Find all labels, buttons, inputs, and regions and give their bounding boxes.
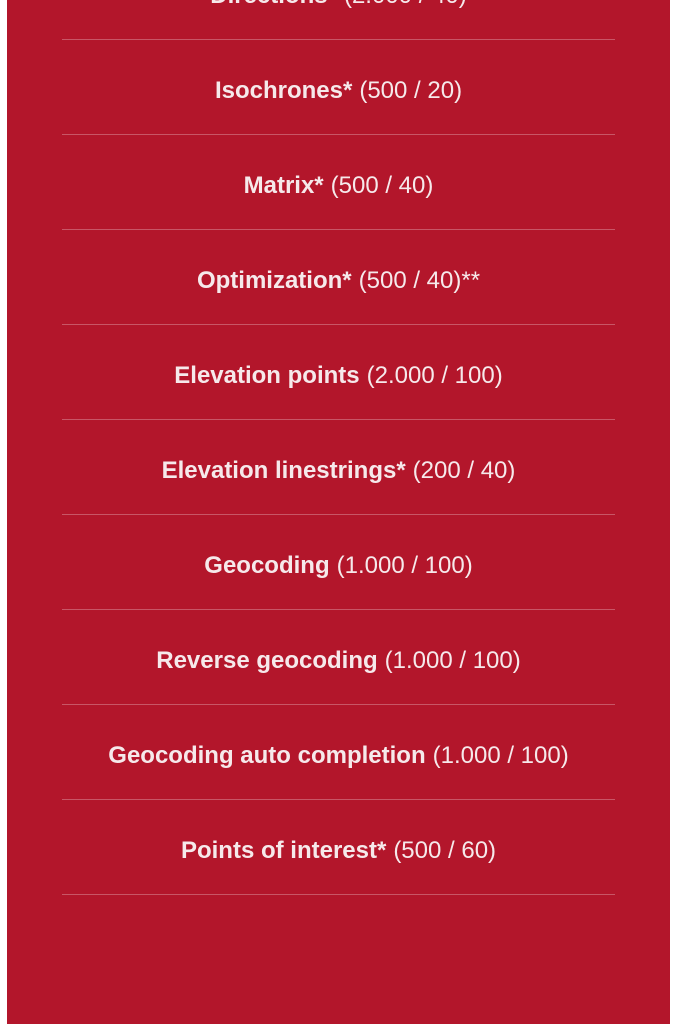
divider [62, 324, 615, 325]
service-name: Elevation linestrings* [161, 456, 406, 484]
divider [62, 229, 615, 230]
service-limits: (500 / 20) [359, 76, 463, 104]
service-name: Points of interest* [180, 836, 387, 864]
divider [62, 609, 615, 610]
service-row: Isochrones* (500 / 20) [7, 43, 670, 138]
service-row: Points of interest* (500 / 60) [7, 803, 670, 898]
service-limits: (500 / 40)** [358, 266, 481, 294]
service-row: Directions* (2.000 / 40) [7, 0, 670, 43]
service-row: Optimization* (500 / 40)** [7, 233, 670, 328]
quota-panel: Directions*(2.000 / 40)Isochrones*(500 /… [7, 0, 670, 1024]
divider [62, 514, 615, 515]
service-name: Reverse geocoding [156, 646, 378, 674]
service-limits: (2.000 / 100) [366, 361, 503, 389]
service-name: Geocoding [204, 551, 330, 579]
divider [62, 799, 615, 800]
divider [62, 704, 615, 705]
service-row: Elevation points (2.000 / 100) [7, 328, 670, 423]
divider [62, 894, 615, 895]
service-row: Matrix* (500 / 40) [7, 138, 670, 233]
service-limits: (1.000 / 100) [336, 551, 473, 579]
service-limits: (2.000 / 40) [344, 0, 467, 10]
service-limits: (200 / 40) [412, 456, 516, 484]
service-name: Optimization* [196, 266, 352, 294]
divider [62, 419, 615, 420]
service-row: Geocoding (1.000 / 100) [7, 518, 670, 613]
service-name: Directions* [210, 0, 337, 10]
service-row: Geocoding auto completion (1.000 / 100) [7, 708, 670, 803]
service-limits: (1.000 / 100) [432, 741, 569, 769]
divider [62, 134, 615, 135]
service-row: Reverse geocoding (1.000 / 100) [7, 613, 670, 708]
service-name: Isochrones* [214, 76, 353, 104]
divider [62, 39, 615, 40]
service-name: Geocoding auto completion [108, 741, 426, 769]
service-name: Elevation points [174, 361, 360, 389]
service-limits: (500 / 60) [393, 836, 497, 864]
service-row: Elevation linestrings* (200 / 40) [7, 423, 670, 518]
service-limits: (500 / 40) [330, 171, 434, 199]
service-limits: (1.000 / 100) [384, 646, 521, 674]
service-name: Matrix* [243, 171, 324, 199]
